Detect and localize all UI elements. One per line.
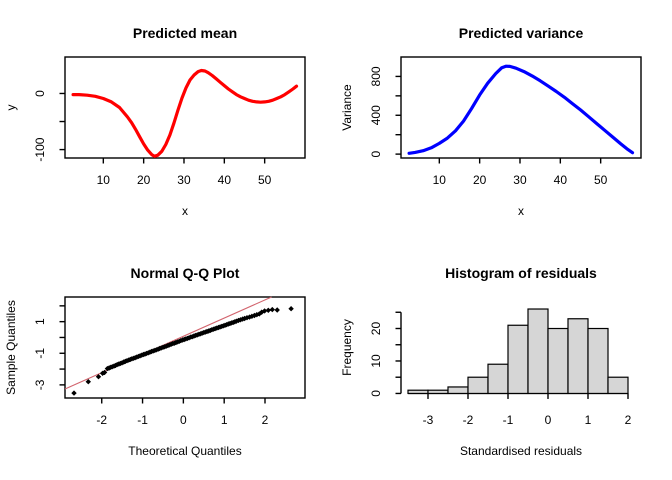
x-axis-label: Theoretical Quantiles	[128, 444, 241, 458]
x-axis-label: Standardised residuals	[460, 444, 582, 458]
qq-ref-line	[64, 296, 272, 390]
x-tick-label: 30	[177, 173, 191, 187]
hist-bar	[447, 386, 469, 395]
series-line	[71, 68, 299, 158]
panel-predicted-mean: 10 20 30 40 50 -100 0 Predicted mean x y	[0, 0, 336, 240]
x-tick-label: -2	[463, 413, 474, 427]
x-tick-label: 50	[258, 173, 272, 187]
plot-box	[64, 296, 306, 399]
panel-normal-qq-plot: -2 -1 0 1 2 -3 -1 1 Normal Q-Q Plot Theoretical Q…	[0, 240, 336, 480]
predicted-mean-chart: 10 20 30 40 50 -100 0 Predicted mean x y	[4, 25, 306, 218]
plot-box	[64, 56, 306, 159]
x-tick-label: 0	[545, 413, 552, 427]
y-tick-label: 1	[33, 318, 47, 325]
y-tick-label: -100	[33, 137, 47, 161]
x-tick-label: 10	[97, 173, 111, 187]
x-tick-label: 1	[585, 413, 592, 427]
y-tick-label: 10	[369, 354, 383, 368]
x-tick-label: 10	[433, 173, 447, 187]
x-tick-label: 50	[594, 173, 608, 187]
y-axis-label: Variance	[340, 84, 354, 131]
x-tick-label: 20	[473, 173, 487, 187]
y-tick-label: 400	[369, 105, 383, 125]
hist-bar	[507, 324, 529, 395]
x-tick-label: 1	[221, 413, 228, 427]
hist-bar	[607, 376, 629, 395]
chart-title: Normal Q-Q Plot	[131, 265, 240, 281]
x-tick-label: 40	[218, 173, 232, 187]
series-line	[407, 64, 635, 155]
y-tick-label: 0	[33, 90, 47, 97]
hist-bar	[407, 389, 429, 395]
x-tick-label: 2	[262, 413, 269, 427]
y-tick-label: 20	[369, 322, 383, 336]
y-tick-label: 0	[369, 150, 383, 157]
hist-bar	[427, 389, 449, 395]
y-axis-label: y	[4, 105, 18, 111]
hist-bar	[487, 363, 509, 395]
qq-points	[71, 306, 294, 396]
x-axis-label: x	[182, 204, 188, 218]
normal-qq-chart: -2 -1 0 1 2 -3 -1 1 Normal Q-Q Plot Theoretical Q…	[4, 265, 306, 458]
x-tick-label: -3	[423, 413, 434, 427]
y-tick-label: 800	[369, 66, 383, 86]
x-axis-label: x	[518, 204, 524, 218]
chart-title: Predicted variance	[459, 25, 584, 41]
panel-histogram-residuals: -3 -2 -1 0 1 2 0 10 20 Histogram of residuals Stan…	[336, 240, 672, 480]
hist-bar	[467, 376, 489, 395]
predicted-variance-chart: 10 20 30 40 50 0 400 800 Predicted variance x Vari…	[340, 25, 642, 218]
hist-bar	[587, 327, 609, 395]
x-tick-label: -1	[137, 413, 148, 427]
panel-predicted-variance: 10 20 30 40 50 0 400 800 Predicted variance x Vari…	[336, 0, 672, 240]
chart-title: Predicted mean	[133, 25, 237, 41]
x-tick-label: 2	[625, 413, 632, 427]
y-tick-label: -1	[33, 348, 47, 359]
x-tick-label: 20	[137, 173, 151, 187]
y-axis-label: Frequency	[340, 319, 354, 376]
x-tick-label: 30	[513, 173, 527, 187]
x-tick-label: 0	[180, 413, 187, 427]
y-tick-label: -3	[33, 379, 47, 390]
x-tick-label: 40	[554, 173, 568, 187]
y-tick-label: 0	[369, 390, 383, 397]
hist-bar	[527, 308, 549, 395]
plot-box	[400, 56, 642, 159]
hist-bar	[567, 318, 589, 395]
hist-bar	[547, 327, 569, 395]
y-axis-label: Sample Quantiles	[4, 300, 18, 395]
chart-title: Histogram of residuals	[445, 265, 597, 281]
x-tick-label: -1	[503, 413, 514, 427]
x-tick-label: -2	[96, 413, 107, 427]
